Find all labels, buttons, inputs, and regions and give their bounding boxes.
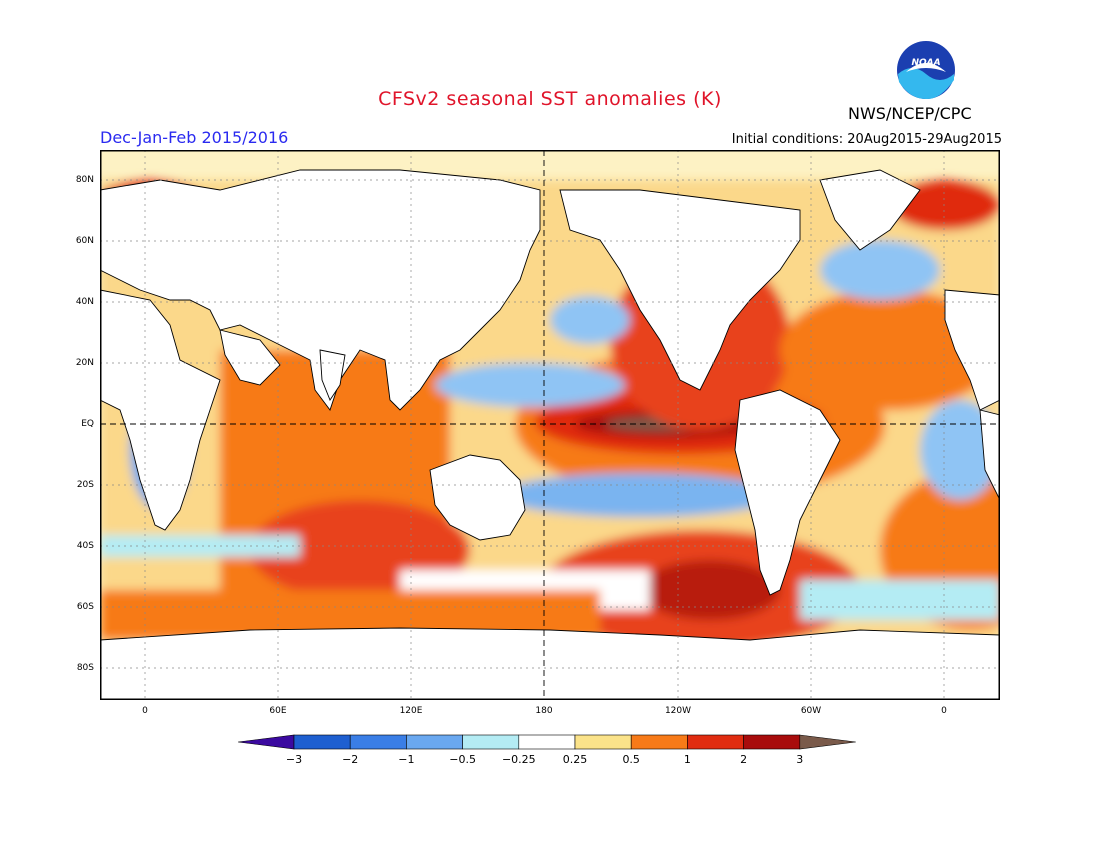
colorbar-label: 3: [796, 753, 803, 766]
lon-label: 120E: [399, 706, 423, 716]
lon-label: 120W: [664, 706, 692, 716]
colorbar-labels: −3 −2 −1 −0.5 −0.25 0.25 0.5 1 2 3: [286, 753, 803, 766]
lat-label: 40N: [75, 297, 94, 307]
colorbar-label: −0.25: [502, 753, 536, 766]
initial-conditions-label: Initial conditions: 20Aug2015-29Aug2015: [731, 132, 1002, 147]
noaa-logo: NOAA: [897, 41, 955, 100]
season-label: Dec-Jan-Feb 2015/2016: [100, 128, 289, 147]
logo-text: NOAA: [911, 58, 940, 68]
colorbar-swatch: [406, 734, 463, 750]
colorbar-label: 1: [684, 753, 691, 766]
colorbar-label: −1: [398, 753, 414, 766]
anomaly-field: [100, 180, 1000, 650]
colorbar-swatch: [799, 734, 856, 750]
graticule: [100, 150, 1000, 700]
lat-label: 60S: [76, 602, 94, 612]
colorbar-swatch: [349, 734, 407, 750]
lat-label: 40S: [76, 541, 94, 551]
colorbar-label: 0.25: [563, 753, 588, 766]
colorbar-swatches: [238, 734, 856, 750]
colorbar-swatch: [743, 734, 801, 750]
lon-label: 0: [142, 706, 148, 716]
colorbar-label: −2: [342, 753, 358, 766]
colorbar-label: −3: [286, 753, 302, 766]
lat-label: 60N: [75, 236, 94, 246]
colorbar-swatch: [687, 734, 744, 750]
lat-label: 80N: [75, 175, 94, 185]
colorbar-label: 2: [740, 753, 747, 766]
sst-anomaly-map: [100, 150, 1000, 700]
colorbar-label: 0.5: [622, 753, 640, 766]
reference-lines: [100, 150, 1000, 700]
map-frame: [100, 150, 1000, 700]
lat-label: 80S: [76, 663, 94, 673]
colorbar-swatch: [238, 734, 295, 750]
lon-label: 60W: [800, 706, 822, 716]
colorbar-label: −0.5: [449, 753, 476, 766]
colorbar-legend: −3 −2 −1 −0.5 −0.25 0.25 0.5 1 2 3: [238, 734, 856, 766]
agency-label: NWS/NCEP/CPC: [848, 104, 972, 123]
map-title: CFSv2 seasonal SST anomalies (K): [378, 88, 722, 110]
colorbar-swatch: [518, 734, 576, 750]
lon-label: 0: [941, 706, 947, 716]
lat-label: EQ: [81, 419, 94, 429]
colorbar-swatch: [462, 734, 520, 750]
lon-label: 180: [535, 706, 553, 716]
lat-label: 20N: [75, 358, 94, 368]
colorbar-swatch: [574, 734, 632, 750]
lon-label: 60E: [269, 706, 287, 716]
colorbar-swatch: [630, 734, 688, 750]
lat-label: 20S: [76, 480, 94, 490]
colorbar-swatch: [293, 734, 351, 750]
continents: [100, 169, 1000, 700]
